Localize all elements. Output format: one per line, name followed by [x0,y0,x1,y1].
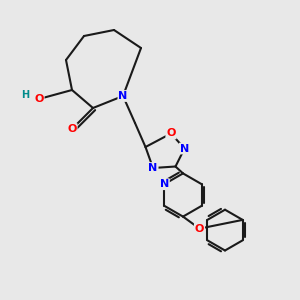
Text: N: N [118,91,127,101]
Text: H: H [21,90,30,100]
Text: N: N [180,143,189,154]
Text: O: O [67,124,77,134]
Text: N: N [148,163,158,173]
Text: O: O [166,128,176,139]
Text: O: O [195,224,204,234]
Text: N: N [160,179,169,189]
Text: O: O [34,94,44,104]
